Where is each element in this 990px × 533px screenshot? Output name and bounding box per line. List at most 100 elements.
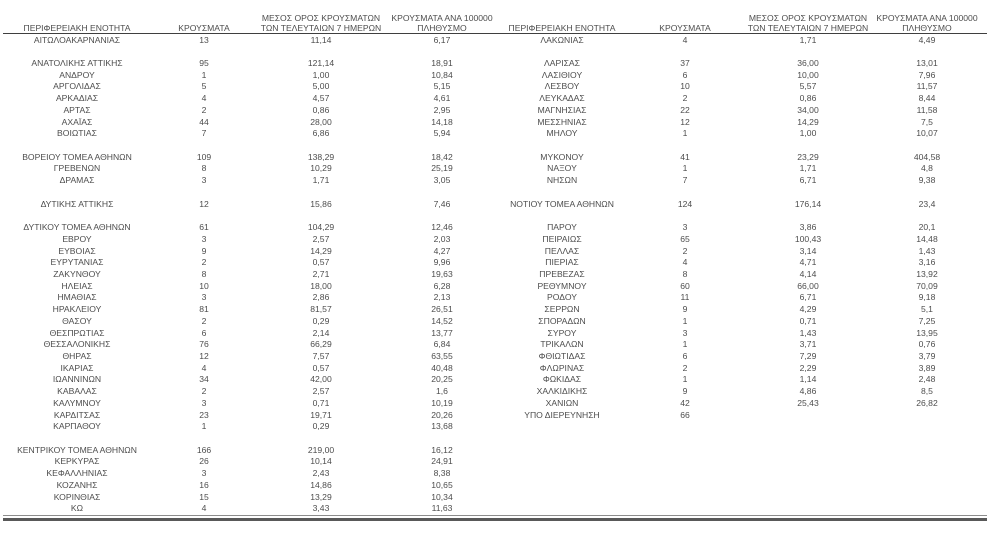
left-per100k-cell: 2,95 <box>433 104 451 115</box>
right-region-cell: ΝΑΞΟΥ <box>547 163 577 174</box>
left-per100k-cell: 26,51 <box>431 304 453 315</box>
right-per100k-cell: 0,76 <box>918 339 936 350</box>
left-avg7-cell: 11,14 <box>310 34 332 45</box>
left-per100k-cell: 13,77 <box>431 327 453 338</box>
table-row: ΘΑΣΟΥ 2 0,29 14,52 ΣΠΟΡΑΔΩΝ 1 0,71 7,25 <box>3 315 987 327</box>
header-left-avg7-line1: ΜΕΣΟΣ ΟΡΟΣ ΚΡΟΥΣΜΑΤΩΝ <box>261 12 381 23</box>
table-row: ΚΑΡΠΑΘΟΥ 1 0,29 13,68 <box>3 421 987 433</box>
table-row: ΚΕΦΑΛΛΗΝΙΑΣ 3 2,43 8,38 <box>3 468 987 480</box>
left-cases-cell: 13 <box>199 34 209 45</box>
left-cases-cell: 9 <box>201 245 207 256</box>
left-per100k-cell: 10,34 <box>431 491 453 502</box>
right-per100k-cell: 23,4 <box>918 198 936 209</box>
left-per100k-cell: 20,25 <box>431 374 453 385</box>
left-per100k-cell: 18,42 <box>431 151 453 162</box>
table-row: ΓΡΕΒΕΝΩΝ 8 10,29 25,19 ΝΑΞΟΥ 1 1,71 4,8 <box>3 163 987 175</box>
right-region-cell: ΠΑΡΟΥ <box>547 222 577 233</box>
table-row: ΗΜΑΘΙΑΣ 3 2,86 2,13 ΡΟΔΟΥ 11 6,71 9,18 <box>3 292 987 304</box>
left-region-cell: ΒΟΡΕΙΟΥ ΤΟΜΕΑ ΑΘΗΝΩΝ <box>22 151 132 162</box>
left-cases-cell: 5 <box>201 81 207 92</box>
table-row: ΗΛΕΙΑΣ 10 18,00 6,28 ΡΕΘΥΜΝΟΥ 60 66,00 70,09 <box>3 280 987 292</box>
left-per100k-cell: 19,63 <box>431 268 453 279</box>
table-row: ΘΗΡΑΣ 12 7,57 63,55 ΦΘΙΩΤΙΔΑΣ 6 7,29 3,79 <box>3 350 987 362</box>
left-cases-cell: 4 <box>201 503 207 514</box>
left-region-cell: ΗΡΑΚΛΕΙΟΥ <box>52 304 102 315</box>
right-cases-cell: 6 <box>682 350 688 361</box>
header-left-region: ΠΕΡΙΦΕΡΕΙΑΚΗ ΕΝΟΤΗΤΑ <box>23 22 131 33</box>
right-region-cell: ΝΟΤΙΟΥ ΤΟΜΕΑ ΑΘΗΝΩΝ <box>510 198 614 209</box>
right-per100k-cell: 14,48 <box>916 233 938 244</box>
right-avg7-cell: 3,14 <box>799 245 817 256</box>
right-per100k-cell: 7,96 <box>918 69 936 80</box>
right-cases-cell: 1 <box>682 315 688 326</box>
right-per100k-cell: 11,58 <box>916 104 938 115</box>
left-cases-cell: 12 <box>199 350 209 361</box>
right-cases-cell: 1 <box>682 339 688 350</box>
left-per100k-cell: 16,12 <box>431 444 453 455</box>
left-region-cell: ΔΥΤΙΚΗΣ ΑΤΤΙΚΗΣ <box>40 198 114 209</box>
left-region-cell: ΕΒΡΟΥ <box>62 233 92 244</box>
table-row: ΒΟΡΕΙΟΥ ΤΟΜΕΑ ΑΘΗΝΩΝ 109 138,29 18,42 ΜΥΚΟΝΟ… <box>3 151 987 163</box>
header-right-avg7-line1: ΜΕΣΟΣ ΟΡΟΣ ΚΡΟΥΣΜΑΤΩΝ <box>748 12 868 23</box>
left-avg7-cell: 66,29 <box>310 339 332 350</box>
right-avg7-cell: 100,43 <box>794 233 822 244</box>
left-per100k-cell: 18,91 <box>431 58 453 68</box>
right-cases-cell: 22 <box>680 104 690 115</box>
right-region-cell: ΤΡΙΚΑΛΩΝ <box>540 339 584 350</box>
right-region-cell: ΣΥΡΟΥ <box>547 327 577 338</box>
right-per100k-cell: 9,38 <box>918 175 936 186</box>
right-region-cell: ΜΗΛΟΥ <box>546 128 578 139</box>
right-per100k-cell: 10,07 <box>916 128 938 139</box>
left-per100k-cell: 14,18 <box>431 116 453 127</box>
right-cases-cell: 66 <box>680 409 690 420</box>
right-region-cell: ΛΑΡΙΣΑΣ <box>544 58 580 68</box>
left-cases-cell: 4 <box>201 362 207 373</box>
left-region-cell: ΚΕΦΑΛΛΗΝΙΑΣ <box>46 468 108 479</box>
left-cases-cell: 76 <box>199 339 209 350</box>
table-row: ΖΑΚΥΝΘΟΥ 8 2,71 19,63 ΠΡΕΒΕΖΑΣ 8 4,14 13,92 <box>3 268 987 280</box>
header-left-avg7-line2: ΤΩΝ ΤΕΛΕΥΤΑΙΩΝ 7 ΗΜΕΡΩΝ <box>260 22 382 33</box>
left-region-cell: ΚΟΡΙΝΘΙΑΣ <box>53 491 101 502</box>
left-cases-cell: 12 <box>199 198 209 209</box>
left-region-cell: ΗΛΕΙΑΣ <box>61 280 93 291</box>
right-region-cell: ΧΑΝΙΩΝ <box>545 397 579 408</box>
right-cases-cell: 65 <box>680 233 690 244</box>
left-cases-cell: 16 <box>199 479 209 490</box>
table-row: ΔΥΤΙΚΟΥ ΤΟΜΕΑ ΑΘΗΝΩΝ 61 104,29 12,46 ΠΑΡΟΥ 3 3… <box>3 222 987 234</box>
right-per100k-cell: 13,01 <box>916 58 938 68</box>
table-row: ΔΥΤΙΚΗΣ ΑΤΤΙΚΗΣ 12 15,86 7,46 ΝΟΤΙΟΥ ΤΟΜΕΑ Α… <box>3 198 987 210</box>
left-avg7-cell: 138,29 <box>307 151 335 162</box>
left-avg7-cell: 10,29 <box>310 163 332 174</box>
left-per100k-cell: 1,6 <box>436 386 448 397</box>
right-cases-cell: 1 <box>682 128 688 139</box>
left-avg7-cell: 28,00 <box>310 116 332 127</box>
right-avg7-cell: 1,14 <box>799 374 817 385</box>
right-cases-cell: 12 <box>680 116 690 127</box>
left-per100k-cell: 25,19 <box>431 163 453 174</box>
right-region-cell: ΛΑΣΙΘΙΟΥ <box>541 69 583 80</box>
left-cases-cell: 44 <box>199 116 209 127</box>
left-region-cell: ΚΑΡΔΙΤΣΑΣ <box>53 409 101 420</box>
left-avg7-cell: 14,86 <box>310 479 332 490</box>
right-per100k-cell: 404,58 <box>913 151 941 162</box>
left-per100k-cell: 6,17 <box>433 34 451 45</box>
left-cases-cell: 23 <box>199 409 209 420</box>
right-avg7-cell: 5,57 <box>799 81 817 92</box>
right-region-cell: ΛΕΥΚΑΔΑΣ <box>539 93 585 104</box>
left-per100k-cell: 3,05 <box>433 175 451 186</box>
right-per100k-cell: 3,79 <box>918 350 936 361</box>
left-avg7-cell: 104,29 <box>307 222 335 233</box>
right-cases-cell: 2 <box>682 362 688 373</box>
left-region-cell: ΕΥΡΥΤΑΝΙΑΣ <box>50 257 104 268</box>
right-avg7-cell: 1,71 <box>799 34 817 45</box>
header-right-cases: ΚΡΟΥΣΜΑΤΑ <box>659 22 711 33</box>
table-body: ΑΙΤΩΛΟΑΚΑΡΝΑΝΙΑΣ 13 11,14 6,17 ΛΑΚΩΝΙΑΣ 4 1,71… <box>3 34 987 514</box>
left-avg7-cell: 3,43 <box>312 503 330 514</box>
right-cases-cell: 11 <box>680 292 690 303</box>
right-per100k-cell: 4,8 <box>921 163 933 174</box>
left-cases-cell: 3 <box>201 292 207 303</box>
table-row: ΚΑΡΔΙΤΣΑΣ 23 19,71 20,26 ΥΠΟ ΔΙΕΡΕΥΝΗΣΗ 66 <box>3 409 987 421</box>
table-row <box>3 432 987 444</box>
left-region-cell: ΚΑΛΥΜΝΟΥ <box>53 397 101 408</box>
